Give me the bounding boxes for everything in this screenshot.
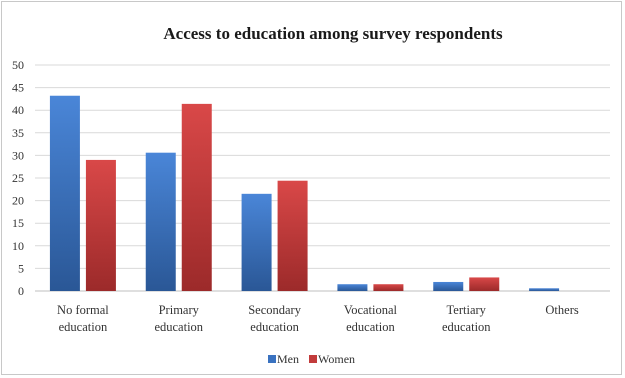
- bar-women: [373, 284, 404, 291]
- x-tick-label: Primary: [159, 303, 200, 317]
- legend-label-women: Women: [318, 352, 355, 366]
- y-tick-label: 0: [18, 284, 24, 298]
- bar-men: [529, 288, 560, 291]
- bar-men: [49, 95, 80, 292]
- x-tick-label: education: [154, 320, 203, 334]
- y-tick-label: 15: [12, 216, 24, 230]
- y-tick-label: 35: [12, 126, 24, 140]
- x-tick-label: No formal: [57, 303, 109, 317]
- x-tick-label: education: [346, 320, 395, 334]
- legend: Men Women: [268, 352, 355, 366]
- bar-women: [85, 159, 116, 291]
- legend-swatch-women: [309, 355, 317, 363]
- x-tick-label: Others: [545, 303, 578, 317]
- y-tick-label: 30: [12, 148, 24, 162]
- y-tick-label: 50: [12, 58, 24, 72]
- x-tick-label: education: [250, 320, 299, 334]
- y-tick-label: 10: [12, 239, 24, 253]
- bar-women: [181, 103, 212, 291]
- y-tick-label: 20: [12, 194, 24, 208]
- x-tick-label: education: [442, 320, 491, 334]
- chart-title: Access to education among survey respond…: [163, 24, 503, 43]
- bar-men: [241, 193, 272, 291]
- y-tick-label: 45: [12, 81, 24, 95]
- grid-layer: [35, 64, 610, 292]
- x-tick-label: Secondary: [248, 303, 302, 317]
- bar-men: [337, 284, 368, 291]
- bar-men: [433, 281, 464, 291]
- x-axis: No formal education Primary education Second…: [57, 303, 579, 334]
- bar-women: [277, 180, 308, 291]
- y-tick-label: 25: [12, 171, 24, 185]
- legend-swatch-men: [268, 355, 276, 363]
- bars: [49, 95, 560, 292]
- bar-women: [469, 277, 500, 291]
- legend-label-men: Men: [277, 352, 299, 366]
- bar-men: [145, 152, 176, 291]
- x-tick-label: Vocational: [344, 303, 398, 317]
- y-tick-label: 40: [12, 103, 24, 117]
- y-tick-label: 5: [18, 261, 24, 275]
- y-axis: 0 5 10 15 20 25 30 35 40 45 50: [12, 58, 24, 298]
- x-tick-label: Tertiary: [447, 303, 487, 317]
- x-tick-label: education: [59, 320, 108, 334]
